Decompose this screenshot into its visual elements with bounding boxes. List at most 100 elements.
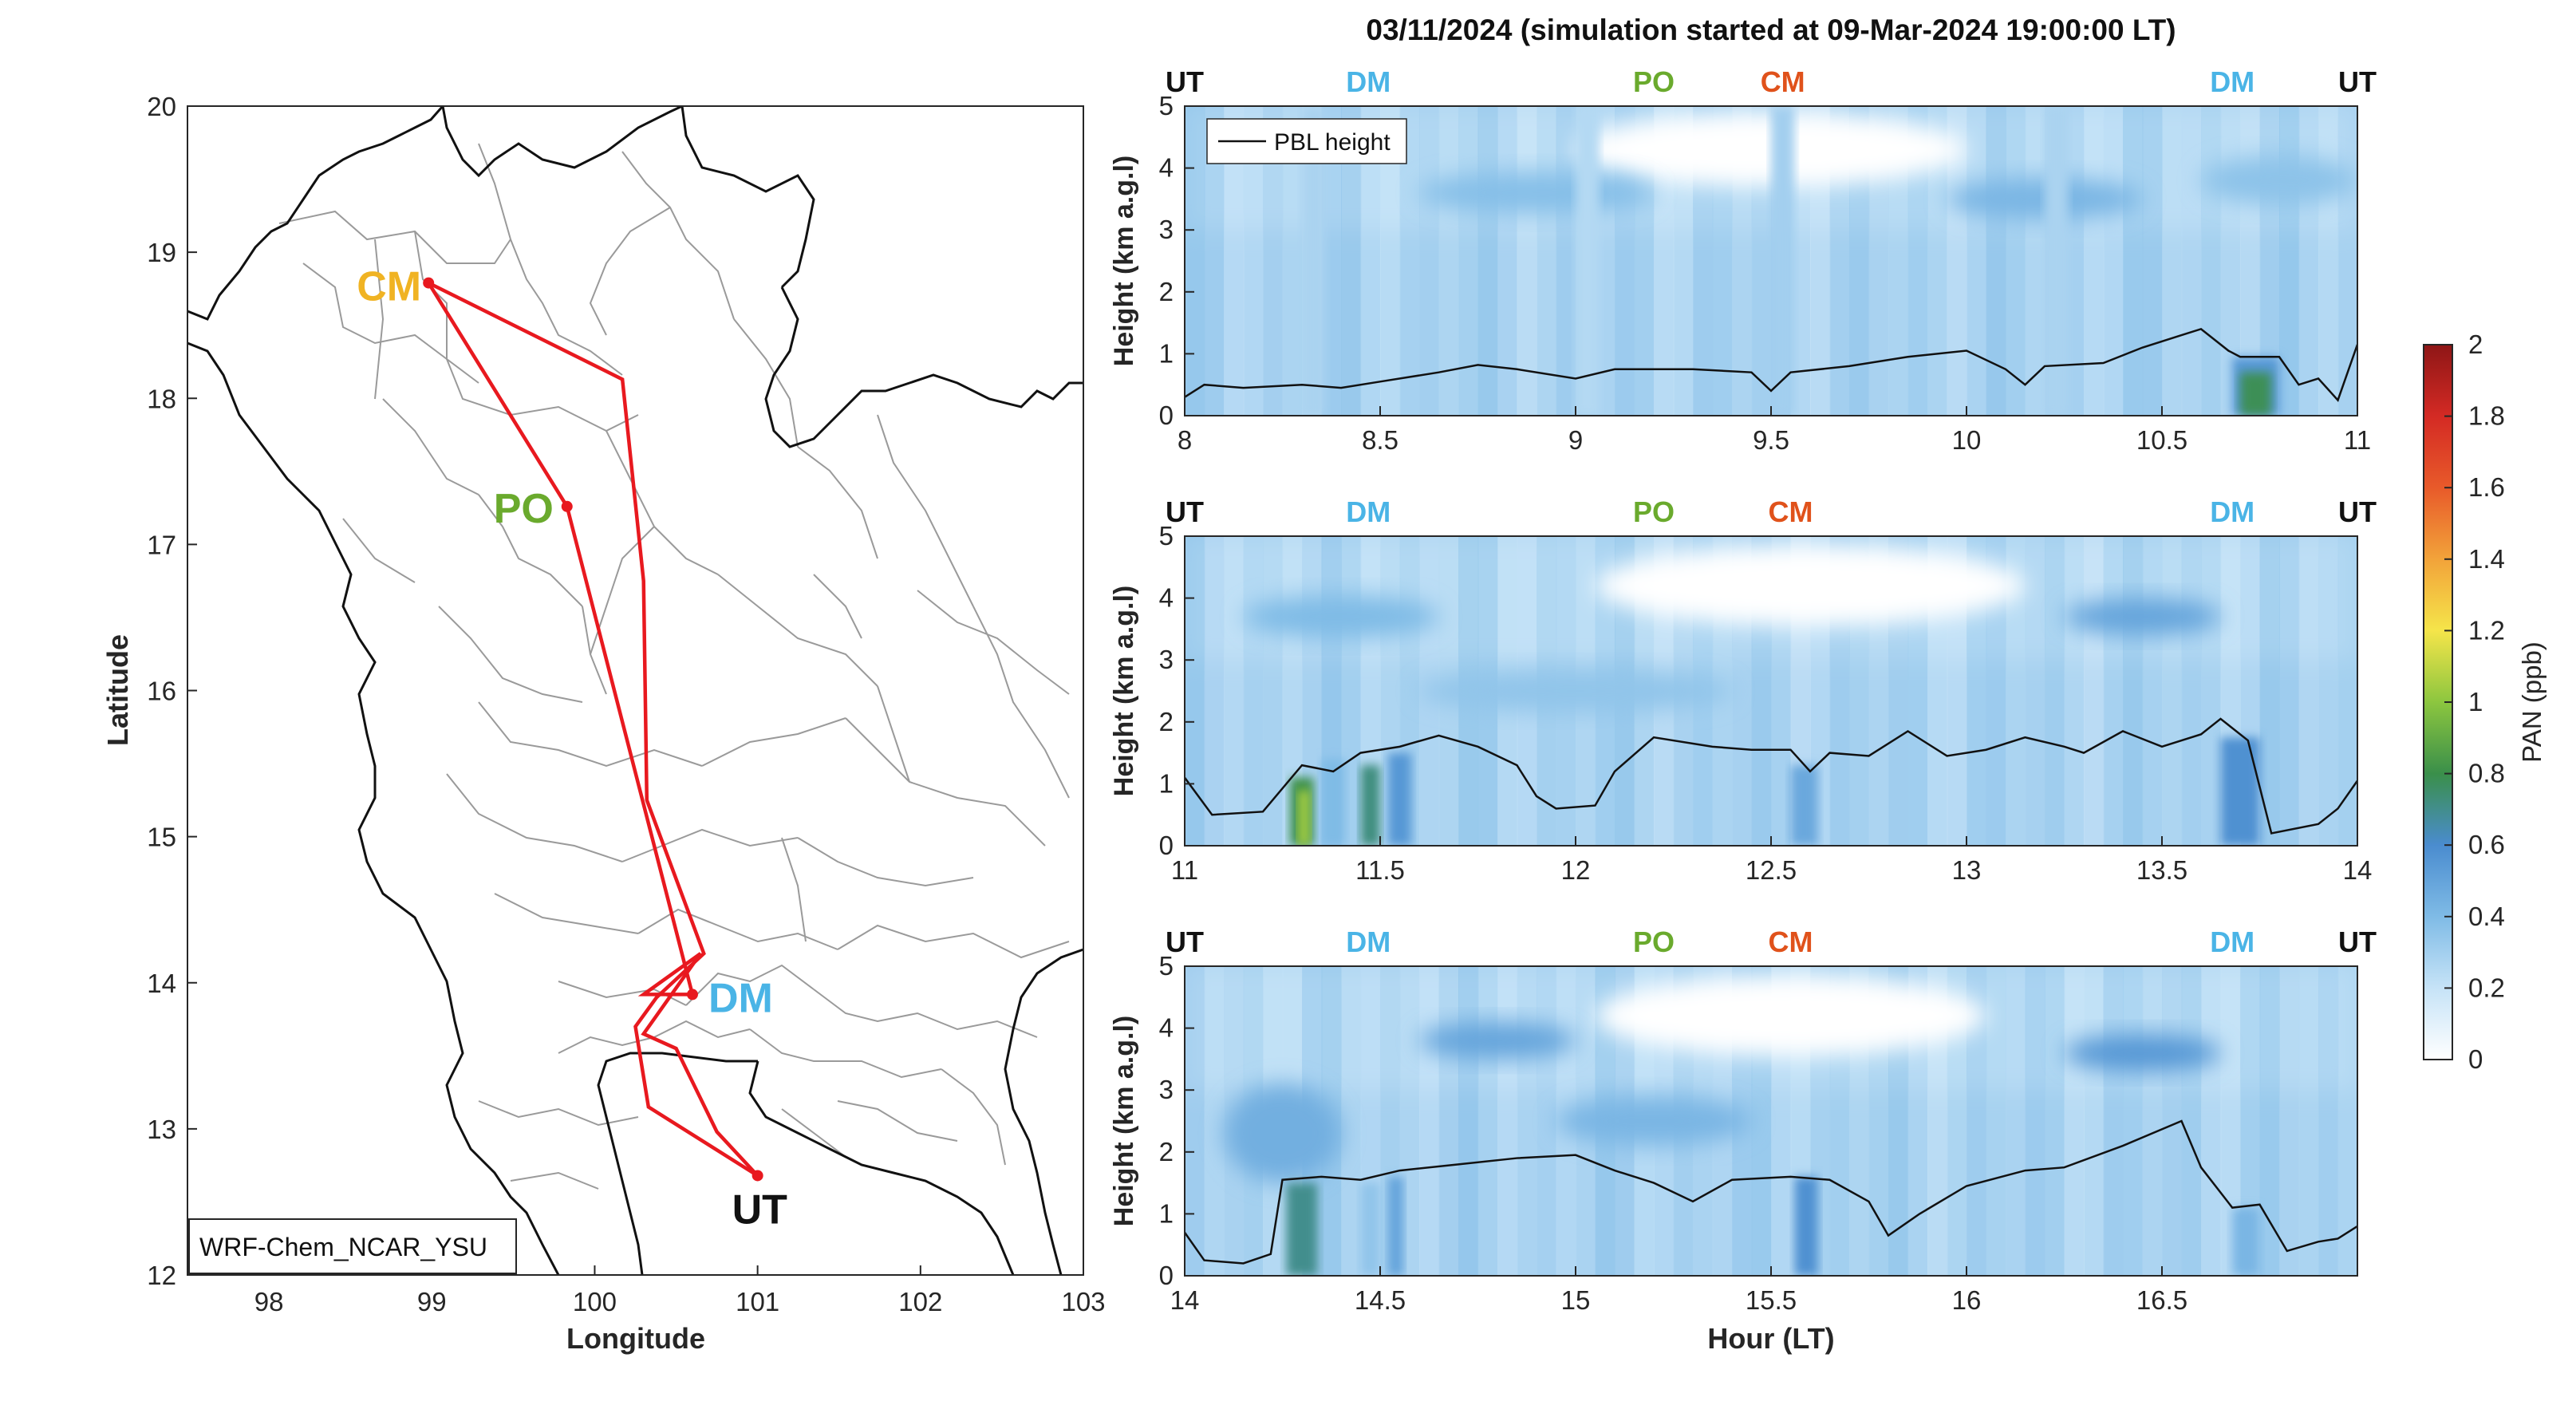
colorbar-tick-label: 0.8 [2468,759,2505,788]
ytick-label: 5 [1159,951,1174,981]
map-panel: 98 99 100 101 102 103 12 13 14 15 16 17 18 19 20 Long… [101,92,1106,1355]
map-xtick-label: 100 [573,1287,617,1316]
xtick-label: 14 [1170,1285,1200,1315]
xtick-label: 11 [1171,855,1198,885]
pan-streak [2123,536,2144,846]
site-markers [423,277,763,1182]
map-ytick-label: 18 [147,384,176,413]
site-label-ut: UT [1166,495,1204,528]
site-label-po: PO [1633,495,1675,528]
pan-streak [2006,966,2026,1276]
pan-streak [2337,536,2357,846]
colorbar-label: PAN (ppb) [2517,641,2546,763]
map-y-ticks: 12 13 14 15 16 17 18 19 20 [147,92,197,1290]
map-xtick-label: 103 [1061,1287,1105,1316]
pan-streak [2025,106,2045,416]
pan-streak [2064,536,2085,846]
pan-streak [1458,106,1479,416]
pan-feature-4 [1224,1083,1341,1183]
pan-streak [1185,106,1205,416]
pan-column-6 [2220,737,2260,846]
y-axis-label: Height (km a.g.l) [1109,156,1139,366]
pan-field-2 [1185,536,2357,846]
xtick-label: 10.5 [2136,425,2187,455]
pan-streak [2064,966,2085,1276]
pan-column-2 [1360,765,1380,846]
pan-streak [1556,106,1576,416]
pan-column-2 [1771,106,1795,416]
pan-streak [1204,966,1225,1276]
pan-streak [2162,106,2183,416]
map-xlabel: Longitude [566,1322,705,1355]
ytick-label: 3 [1159,215,1174,244]
ytick-label: 2 [1159,707,1174,736]
pan-streak [1185,966,1205,1276]
pan-streak [1341,966,1362,1276]
xtick-label: 11.5 [1355,855,1405,885]
pan-column-1 [1298,790,1310,846]
pan-streak [2259,536,2280,846]
pan-streak [2103,966,2124,1276]
pan-streak [1537,966,1557,1276]
pan-streak [1419,106,1440,416]
model-annotation-box: WRF-Chem_NCAR_YSU [188,1218,517,1274]
map-ytick-label: 20 [147,92,176,121]
pan-streak [2006,106,2026,416]
xtick-label: 8 [1178,425,1192,455]
xtick-label: 8.5 [1362,425,1398,455]
colorbar-tick-label: 0.4 [2468,902,2505,931]
pan-feature-1 [1419,171,1654,215]
pan-streak [2279,966,2300,1276]
ytick-label: 4 [1159,583,1174,613]
pan-streak [2318,106,2339,416]
xtick-label: 15 [1561,1285,1591,1315]
pan-streak [2084,106,2105,416]
pan-streak [2084,536,2105,846]
pan-feature-3 [1556,1095,1752,1147]
xtick-label: 9 [1568,425,1583,455]
pan-streak [1438,966,1459,1276]
map-ytick-label: 14 [147,969,176,998]
colorbar-tick-label: 0.2 [2468,973,2505,1002]
xtick-label: 14.5 [1355,1285,1406,1315]
province-boundaries [278,143,1070,1190]
pan-column-1 [1360,1182,1380,1276]
pan-streak [2142,966,2163,1276]
site-label-cm: CM [1769,495,1813,528]
pan-streak [1497,966,1518,1276]
ytick-label: 5 [1159,91,1174,120]
colorbar-tick-label: 1.6 [2468,472,2505,502]
pan-column-4 [1321,759,1345,846]
pan-streak [1537,106,1557,416]
pan-streak [2201,106,2222,416]
site-dot-dm [686,989,698,1001]
colorbar: 0 0.2 0.4 0.6 0.8 1 1.2 1.4 1.6 1.8 2 PAN (ppb) [2423,330,2546,1074]
site-label-cm: CM [1761,65,1805,98]
pan-streak [2142,106,2163,416]
pan-streak [2025,966,2045,1276]
map-ytick-label: 17 [147,530,176,559]
pan-streak [2337,106,2357,416]
pan-streak [2279,536,2300,846]
country-borders [187,106,1083,1275]
pan-streak [2103,106,2124,416]
xtick-label: 16 [1952,1285,1982,1315]
pan-column-5 [2240,372,2272,416]
xtick-label: 14 [2343,855,2373,885]
route-line-outbound [427,282,759,1178]
map-ytick-label: 15 [147,823,176,852]
map-xtick-label: 98 [254,1287,284,1316]
pan-streak [2201,536,2222,846]
pan-streak [1263,536,1284,846]
map-ytick-label: 16 [147,677,176,706]
site-label-po: PO [1633,926,1675,958]
pan-column-4 [2232,1207,2260,1276]
legend-label: PBL height [1274,129,1391,156]
map-xtick-label: 102 [898,1287,942,1316]
colorbar-tick-label: 0 [2468,1044,2483,1074]
ytick-label: 4 [1159,153,1174,183]
map-ytick-label: 19 [147,238,176,267]
ytick-label: 2 [1159,277,1174,306]
pbl-line-3 [1185,1119,2357,1265]
